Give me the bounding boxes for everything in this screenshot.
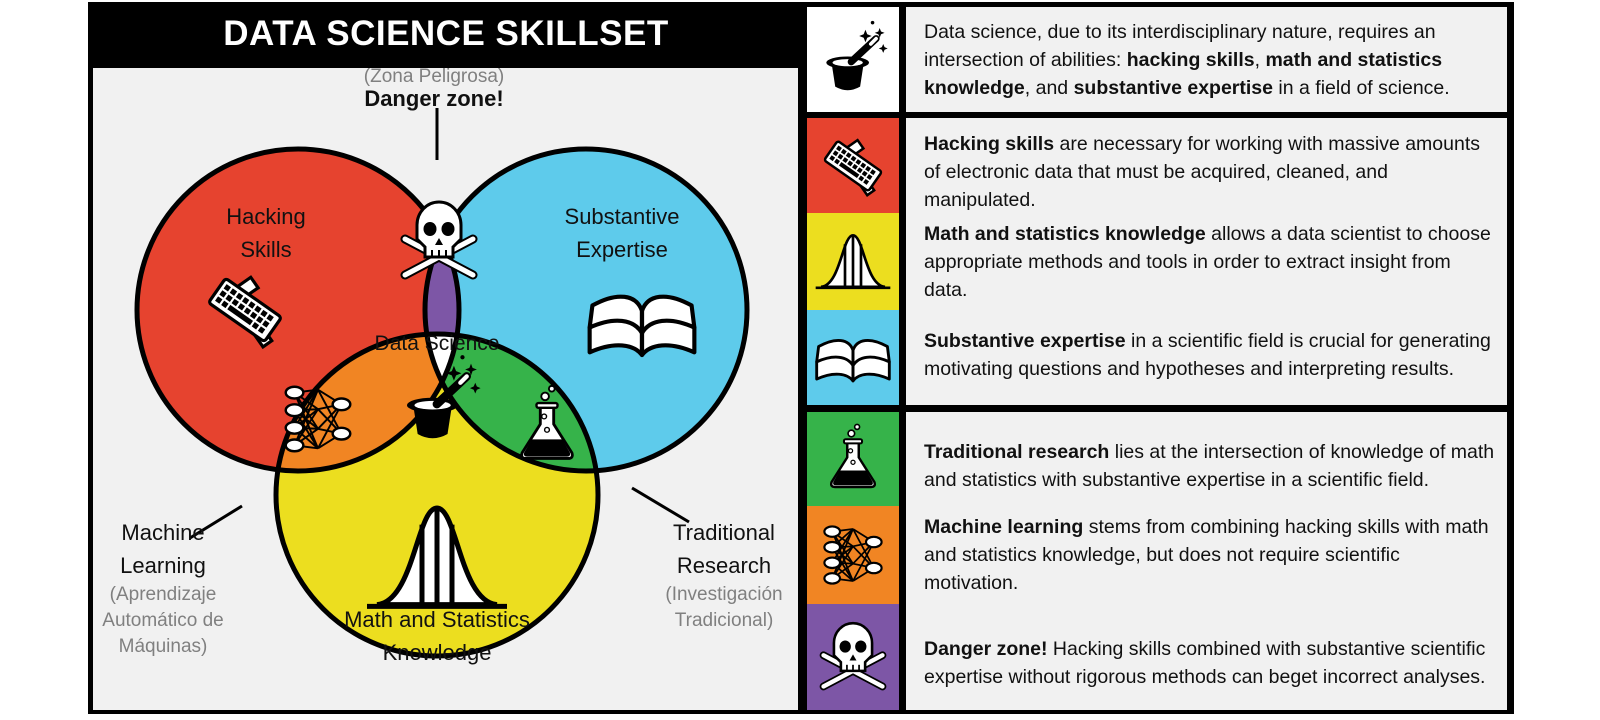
substantive-expertise-label: Substantive Expertise bbox=[564, 204, 680, 262]
intro-row: Data science, due to its interdisciplina… bbox=[807, 7, 1507, 112]
traditional-research-description: Traditional research lies at the interse… bbox=[906, 412, 1507, 508]
machine-learning-leader bbox=[189, 504, 243, 540]
danger-zone-label: Danger zone! bbox=[364, 86, 504, 111]
substantive-swatch bbox=[807, 310, 899, 405]
machine-learning-spanish-label: (Aprendizaje Automático de Máquinas) bbox=[102, 584, 224, 657]
math-statistics-label: Math and Statistics Knowledge bbox=[344, 607, 530, 665]
hacking-skills-label: Hacking Skills bbox=[226, 204, 306, 262]
substantive-row: Substantive expertise in a scientific fi… bbox=[807, 310, 1507, 405]
danger-zone-row: Danger zone! Hacking skills combined wit… bbox=[807, 604, 1507, 710]
bell-curve-icon bbox=[814, 233, 892, 289]
skull-crossbones-icon bbox=[814, 618, 892, 696]
math-description: Math and statistics knowledge allows a d… bbox=[906, 213, 1507, 310]
neural-network-icon bbox=[823, 525, 883, 585]
data-science-label: Data Science bbox=[374, 332, 500, 355]
math-row: Math and statistics knowledge allows a d… bbox=[807, 213, 1507, 310]
machine-learning-row: Machine learning stems from combining ha… bbox=[807, 506, 1507, 604]
traditional-research-region bbox=[425, 334, 598, 471]
open-book-icon bbox=[815, 338, 891, 382]
keyboard-hammer-icon bbox=[822, 138, 888, 199]
substantive-description: Substantive expertise in a scientific fi… bbox=[906, 310, 1507, 405]
traditional-research-spanish-label: (Investigación Tradicional) bbox=[665, 584, 783, 631]
magic-hat-icon bbox=[813, 20, 893, 100]
intro-description: Data science, due to its interdisciplina… bbox=[906, 7, 1507, 112]
traditional-research-swatch bbox=[807, 412, 899, 506]
traditional-research-label: Traditional Research bbox=[673, 520, 775, 578]
hacking-description: Hacking skills are necessary for working… bbox=[906, 118, 1507, 215]
danger-zone-description: Danger zone! Hacking skills combined wit… bbox=[906, 604, 1507, 710]
intro-swatch bbox=[807, 7, 899, 112]
machine-learning-description: Machine learning stems from combining ha… bbox=[906, 506, 1507, 604]
hacking-row: Hacking skills are necessary for working… bbox=[807, 118, 1507, 215]
venn-diagram bbox=[134, 108, 750, 659]
danger-zone-swatch bbox=[807, 604, 899, 710]
machine-learning-region bbox=[276, 334, 459, 471]
page-title: DATA SCIENCE SKILLSET bbox=[223, 14, 669, 53]
machine-learning-label: Machine Learning bbox=[120, 520, 206, 578]
traditional-research-leader bbox=[631, 486, 690, 524]
traditional-research-row: Traditional research lies at the interse… bbox=[807, 412, 1507, 508]
hacking-swatch bbox=[807, 118, 899, 213]
danger-zone-spanish-label: (Zona Peligrosa) bbox=[363, 66, 505, 87]
machine-learning-swatch bbox=[807, 506, 899, 604]
flask-icon bbox=[829, 423, 877, 489]
math-swatch bbox=[807, 213, 899, 310]
title-bar: DATA SCIENCE SKILLSET bbox=[88, 2, 804, 66]
